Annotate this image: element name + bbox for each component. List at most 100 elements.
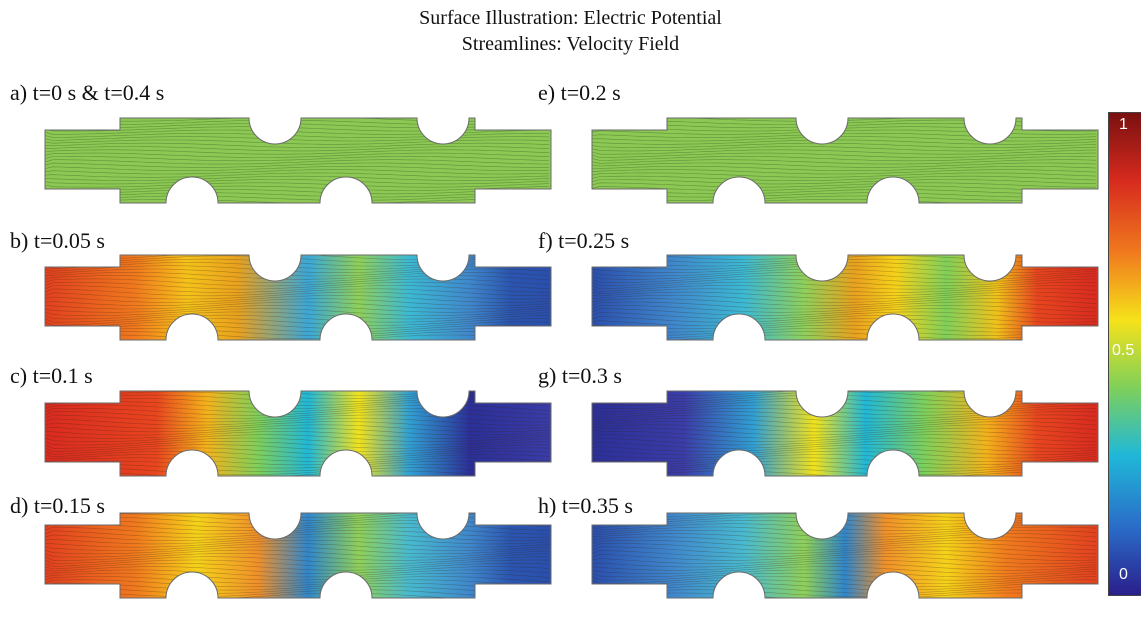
streamline (45, 427, 550, 436)
streamline (592, 556, 1097, 564)
streamline (592, 162, 1097, 168)
streamline (592, 437, 1097, 446)
streamline (592, 566, 1097, 574)
streamline (592, 553, 1097, 561)
streamline (592, 142, 1097, 148)
panel-h-channel (591, 512, 1099, 599)
streamline (45, 311, 550, 320)
streamline (592, 311, 1097, 320)
streamline (45, 546, 550, 555)
channel-outline (591, 512, 1099, 599)
streamline (592, 579, 1097, 588)
streamline (45, 572, 550, 581)
streamline (592, 182, 1096, 188)
channel-outline (44, 512, 552, 599)
potential-field (592, 513, 1098, 598)
panel-label-c: c) t=0.1 s (10, 363, 93, 388)
streamline (45, 192, 549, 198)
streamline (592, 569, 1097, 578)
streamline (45, 536, 550, 545)
panel-e-channel (591, 117, 1099, 204)
colorbar-min-label: 0 (1119, 566, 1128, 583)
streamline (45, 447, 550, 456)
channel-outline (44, 117, 552, 204)
streamline (592, 324, 1097, 333)
streamline (592, 417, 1097, 426)
streamline (45, 179, 550, 185)
streamline (592, 169, 1097, 175)
streamline (45, 291, 550, 300)
channel-outline (44, 254, 552, 341)
panel-label-g: g) t=0.3 s (538, 363, 622, 388)
streamline (45, 450, 550, 459)
streamline (45, 314, 550, 323)
panel-f-channel (591, 254, 1099, 341)
streamline (45, 411, 550, 419)
streamline (592, 530, 1097, 538)
streamline (592, 175, 1097, 181)
panel-label-f: f) t=0.25 s (538, 228, 630, 253)
panel-label-e: e) t=0.2 s (538, 80, 621, 105)
panel-label-a: a) t=0 s & t=0.4 s (10, 80, 165, 105)
streamline (45, 441, 550, 449)
streamline (592, 563, 1097, 571)
panel-label-d: d) t=0.15 s (10, 493, 105, 518)
streamline (45, 318, 549, 326)
streamline (592, 589, 1097, 597)
streamline (45, 563, 550, 571)
streamline (45, 295, 550, 303)
streamline (45, 288, 549, 297)
streamline (45, 566, 550, 574)
figure-title: Surface Illustration: Electric Potential (419, 7, 722, 29)
panel-label-b: b) t=0.05 s (10, 228, 105, 253)
streamline (45, 172, 550, 178)
streamline (45, 569, 550, 578)
streamline (45, 457, 550, 466)
streamline (592, 408, 1097, 416)
streamline (45, 539, 550, 548)
streamline (45, 543, 550, 551)
streamline (45, 533, 550, 541)
streamline (45, 272, 550, 280)
streamline (592, 539, 1097, 548)
colorbar (1108, 112, 1141, 596)
streamline (592, 586, 1097, 594)
streamline (592, 536, 1097, 545)
streamline (45, 582, 550, 591)
streamline (45, 470, 550, 476)
streamline (45, 549, 550, 558)
streamline (592, 159, 1097, 165)
streamline (592, 576, 1097, 584)
streamline (45, 460, 550, 469)
streamline (592, 272, 1097, 280)
streamline (592, 288, 1097, 297)
streamline (45, 417, 550, 426)
potential-field (45, 118, 551, 203)
streamline (592, 166, 1097, 171)
streamline (592, 424, 1097, 433)
streamline (45, 136, 550, 142)
streamline (592, 321, 1097, 330)
streamline (592, 275, 1097, 283)
streamline (592, 421, 1097, 429)
streamline (45, 308, 550, 316)
streamline (45, 559, 550, 568)
streamline (592, 291, 1097, 300)
streamline (45, 454, 550, 462)
streamline (592, 189, 1097, 195)
streamline (45, 166, 550, 171)
streamline (592, 331, 1097, 339)
streamline (592, 454, 1097, 462)
streamline (45, 146, 550, 152)
streamline (45, 275, 550, 283)
streamline (45, 285, 550, 293)
streamline (592, 460, 1097, 469)
streamline (45, 576, 550, 584)
streamline (592, 133, 1097, 138)
streamline (592, 441, 1097, 449)
streamline (592, 318, 1097, 326)
streamline (592, 146, 1097, 152)
streamline (45, 159, 550, 165)
panel-c-channel (44, 390, 552, 477)
streamline (45, 162, 549, 168)
